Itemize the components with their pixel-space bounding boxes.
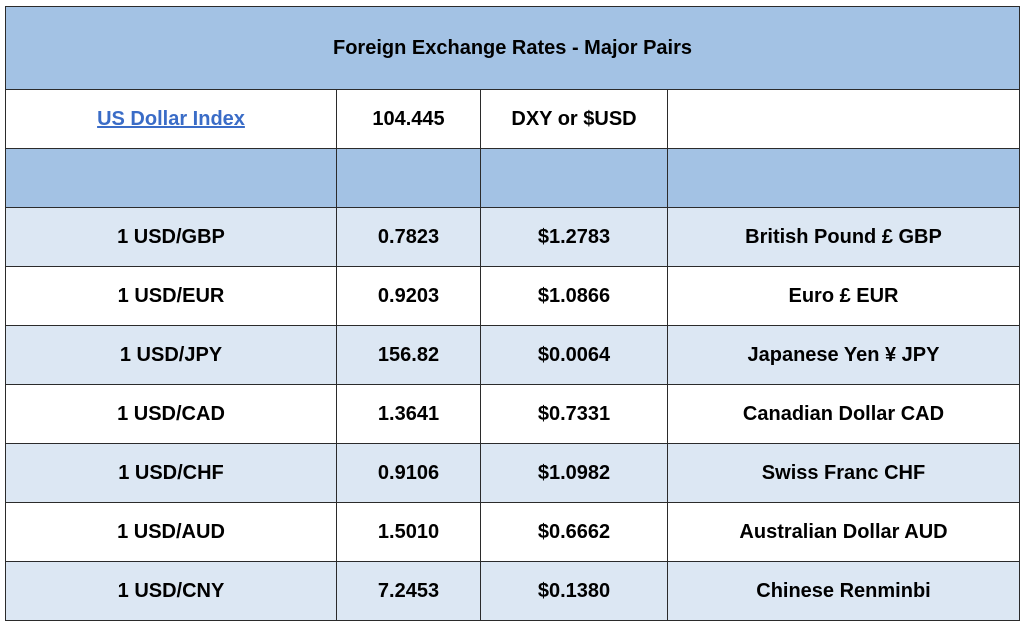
spacer-row [5, 148, 1020, 208]
rate-cell: 0.7823 [336, 207, 481, 267]
dollar-index-row: US Dollar Index 104.445 DXY or $USD [5, 89, 1020, 149]
inverse-cell: $0.1380 [480, 561, 668, 621]
us-dollar-index-link[interactable]: US Dollar Index [97, 107, 245, 130]
dollar-index-note [667, 89, 1020, 149]
pair-cell: 1 USD/EUR [5, 266, 337, 326]
currency-cell: Canadian Dollar CAD [667, 384, 1020, 444]
table-row: 1 USD/CAD 1.3641 $0.7331 Canadian Dollar… [5, 384, 1020, 444]
currency-cell: Australian Dollar AUD [667, 502, 1020, 562]
rate-cell: 0.9203 [336, 266, 481, 326]
dollar-index-value: 104.445 [336, 89, 481, 149]
spacer-cell [480, 148, 668, 208]
inverse-cell: $0.6662 [480, 502, 668, 562]
spacer-cell [5, 148, 337, 208]
table-row: 1 USD/AUD 1.5010 $0.6662 Australian Doll… [5, 502, 1020, 562]
table-title: Foreign Exchange Rates - Major Pairs [5, 6, 1020, 90]
dollar-index-symbol: DXY or $USD [480, 89, 668, 149]
currency-cell: Chinese Renminbi [667, 561, 1020, 621]
currency-cell: British Pound £ GBP [667, 207, 1020, 267]
pair-cell: 1 USD/GBP [5, 207, 337, 267]
rate-cell: 156.82 [336, 325, 481, 385]
table-row: 1 USD/GBP 0.7823 $1.2783 British Pound £… [5, 207, 1020, 267]
pair-cell: 1 USD/JPY [5, 325, 337, 385]
rate-cell: 1.5010 [336, 502, 481, 562]
currency-cell: Swiss Franc CHF [667, 443, 1020, 503]
spacer-cell [667, 148, 1020, 208]
rate-cell: 1.3641 [336, 384, 481, 444]
currency-cell: Euro £ EUR [667, 266, 1020, 326]
pair-cell: 1 USD/CHF [5, 443, 337, 503]
rate-cell: 0.9106 [336, 443, 481, 503]
inverse-cell: $1.0866 [480, 266, 668, 326]
title-row: Foreign Exchange Rates - Major Pairs [5, 6, 1020, 90]
table-row: 1 USD/CNY 7.2453 $0.1380 Chinese Renminb… [5, 561, 1020, 621]
inverse-cell: $0.0064 [480, 325, 668, 385]
pair-cell: 1 USD/CAD [5, 384, 337, 444]
spacer-cell [336, 148, 481, 208]
pair-cell: 1 USD/CNY [5, 561, 337, 621]
table-row: 1 USD/CHF 0.9106 $1.0982 Swiss Franc CHF [5, 443, 1020, 503]
pair-cell: 1 USD/AUD [5, 502, 337, 562]
inverse-cell: $1.2783 [480, 207, 668, 267]
inverse-cell: $1.0982 [480, 443, 668, 503]
currency-cell: Japanese Yen ¥ JPY [667, 325, 1020, 385]
rate-cell: 7.2453 [336, 561, 481, 621]
table-row: 1 USD/EUR 0.9203 $1.0866 Euro £ EUR [5, 266, 1020, 326]
table-row: 1 USD/JPY 156.82 $0.0064 Japanese Yen ¥ … [5, 325, 1020, 385]
fx-rates-table: Foreign Exchange Rates - Major Pairs US … [5, 6, 1020, 621]
dollar-index-cell: US Dollar Index [5, 89, 337, 149]
inverse-cell: $0.7331 [480, 384, 668, 444]
